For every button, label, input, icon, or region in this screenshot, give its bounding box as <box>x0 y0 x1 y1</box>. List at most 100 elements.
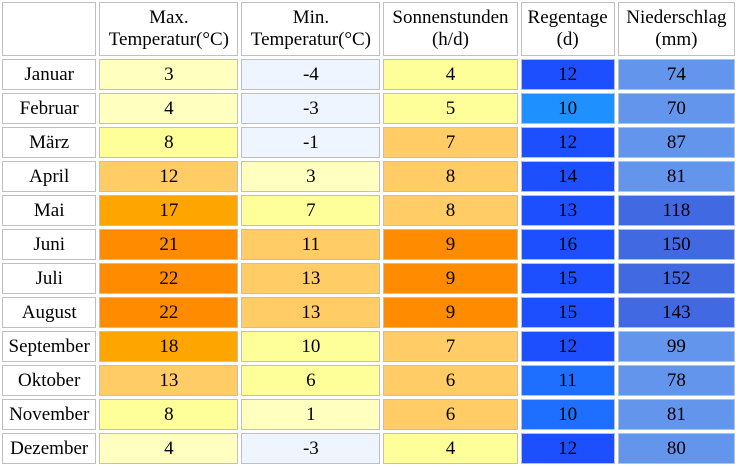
rain-days-cell: 15 <box>520 263 615 294</box>
header-min-line2: Temperatur(°C) <box>250 29 372 50</box>
header-min-temperature: Min. Temperatur(°C) <box>241 2 381 56</box>
rain-days-cell: 14 <box>520 161 615 192</box>
precipitation-cell: 81 <box>617 161 735 192</box>
month-cell: April <box>2 161 97 192</box>
header-max-temperature: Max. Temperatur(°C) <box>99 2 239 56</box>
header-row: Max. Temperatur(°C) Min. Temperatur(°C) … <box>2 2 735 56</box>
table-row: November 8 1 6 10 81 <box>2 399 735 430</box>
max-temperature-cell: 22 <box>99 297 239 328</box>
min-temperature-cell: -1 <box>241 127 381 158</box>
rain-days-cell: 15 <box>520 297 615 328</box>
min-temperature-cell: 7 <box>241 195 381 226</box>
precipitation-cell: 74 <box>617 59 735 90</box>
min-temperature-cell: 1 <box>241 399 381 430</box>
month-cell: Januar <box>2 59 97 90</box>
month-cell: Dezember <box>2 433 97 464</box>
month-cell: November <box>2 399 97 430</box>
precipitation-cell: 80 <box>617 433 735 464</box>
header-max-line2: Temperatur(°C) <box>108 29 229 50</box>
precipitation-cell: 99 <box>617 331 735 362</box>
month-cell: August <box>2 297 97 328</box>
min-temperature-cell: 11 <box>241 229 381 260</box>
max-temperature-cell: 8 <box>99 127 239 158</box>
rain-days-cell: 12 <box>520 59 615 90</box>
max-temperature-cell: 17 <box>99 195 239 226</box>
month-cell: Februar <box>2 93 97 124</box>
precipitation-cell: 78 <box>617 365 735 396</box>
sunshine-hours-cell: 7 <box>383 331 518 362</box>
sunshine-hours-cell: 4 <box>383 59 518 90</box>
table-row: September 18 10 7 12 99 <box>2 331 735 362</box>
precipitation-cell: 143 <box>617 297 735 328</box>
min-temperature-cell: 10 <box>241 331 381 362</box>
header-rain-line1: Regentage <box>527 7 608 28</box>
min-temperature-cell: -4 <box>241 59 381 90</box>
table-row: Januar 3 -4 4 12 74 <box>2 59 735 90</box>
rain-days-cell: 11 <box>520 365 615 396</box>
sunshine-hours-cell: 6 <box>383 399 518 430</box>
header-sunshine-hours: Sonnenstunden (h/d) <box>383 2 518 56</box>
sunshine-hours-cell: 9 <box>383 229 518 260</box>
max-temperature-cell: 4 <box>99 433 239 464</box>
precipitation-cell: 118 <box>617 195 735 226</box>
table-row: April 12 3 8 14 81 <box>2 161 735 192</box>
header-precip-line1: Niederschlag <box>626 7 727 28</box>
rain-days-cell: 12 <box>520 331 615 362</box>
max-temperature-cell: 8 <box>99 399 239 430</box>
precipitation-cell: 87 <box>617 127 735 158</box>
sunshine-hours-cell: 9 <box>383 297 518 328</box>
max-temperature-cell: 13 <box>99 365 239 396</box>
min-temperature-cell: 3 <box>241 161 381 192</box>
rain-days-cell: 12 <box>520 127 615 158</box>
max-temperature-cell: 18 <box>99 331 239 362</box>
sunshine-hours-cell: 7 <box>383 127 518 158</box>
table-row: Juli 22 13 9 15 152 <box>2 263 735 294</box>
rain-days-cell: 16 <box>520 229 615 260</box>
rain-days-cell: 12 <box>520 433 615 464</box>
max-temperature-cell: 22 <box>99 263 239 294</box>
min-temperature-cell: -3 <box>241 433 381 464</box>
sunshine-hours-cell: 9 <box>383 263 518 294</box>
header-rain-days: Regentage (d) <box>520 2 615 56</box>
sunshine-hours-cell: 4 <box>383 433 518 464</box>
month-cell: Oktober <box>2 365 97 396</box>
sunshine-hours-cell: 8 <box>383 161 518 192</box>
precipitation-cell: 70 <box>617 93 735 124</box>
precipitation-cell: 150 <box>617 229 735 260</box>
sunshine-hours-cell: 6 <box>383 365 518 396</box>
table-row: Dezember 4 -3 4 12 80 <box>2 433 735 464</box>
sunshine-hours-cell: 5 <box>383 93 518 124</box>
month-cell: Mai <box>2 195 97 226</box>
header-sun-line1: Sonnenstunden <box>392 7 509 28</box>
table-body: Januar 3 -4 4 12 74 Februar 4 -3 5 10 70 März 8 -1 7 12 8… <box>2 59 735 464</box>
precipitation-cell: 152 <box>617 263 735 294</box>
min-temperature-cell: 13 <box>241 263 381 294</box>
sunshine-hours-cell: 8 <box>383 195 518 226</box>
month-cell: März <box>2 127 97 158</box>
max-temperature-cell: 3 <box>99 59 239 90</box>
month-cell: Juli <box>2 263 97 294</box>
rain-days-cell: 10 <box>520 93 615 124</box>
rain-days-cell: 10 <box>520 399 615 430</box>
table-row: August 22 13 9 15 143 <box>2 297 735 328</box>
precipitation-cell: 81 <box>617 399 735 430</box>
max-temperature-cell: 4 <box>99 93 239 124</box>
table-row: März 8 -1 7 12 87 <box>2 127 735 158</box>
header-sun-line2: (h/d) <box>431 29 469 50</box>
min-temperature-cell: -3 <box>241 93 381 124</box>
table-row: Juni 21 11 9 16 150 <box>2 229 735 260</box>
min-temperature-cell: 6 <box>241 365 381 396</box>
header-rain-line2: (d) <box>556 29 579 50</box>
table-row: Oktober 13 6 6 11 78 <box>2 365 735 396</box>
month-cell: September <box>2 331 97 362</box>
min-temperature-cell: 13 <box>241 297 381 328</box>
max-temperature-cell: 12 <box>99 161 239 192</box>
rain-days-cell: 13 <box>520 195 615 226</box>
month-cell: Juni <box>2 229 97 260</box>
header-precip-line2: (mm) <box>655 29 698 50</box>
header-min-line1: Min. <box>292 7 330 28</box>
header-max-line1: Max. <box>149 7 189 28</box>
header-corner-cell <box>2 2 97 56</box>
max-temperature-cell: 21 <box>99 229 239 260</box>
